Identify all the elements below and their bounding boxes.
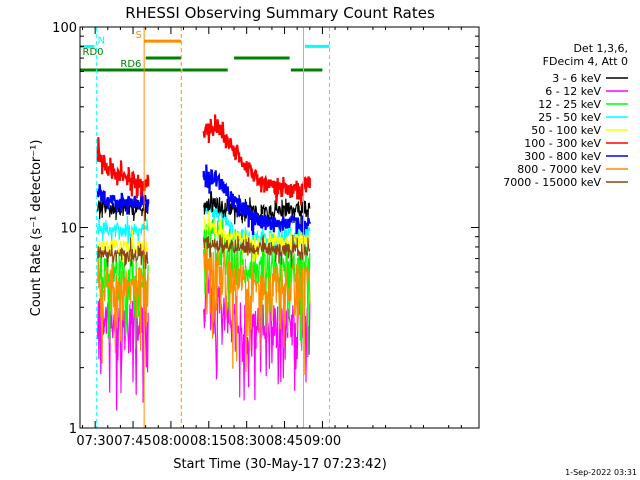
legend-label-5: 100 - 300 keV — [524, 137, 601, 150]
legend-header-line-2: FDecim 4, Att 0 — [543, 55, 628, 68]
legend-label-2: 12 - 25 keV — [538, 98, 601, 111]
x-tick-label-6: 09:00 — [304, 434, 341, 449]
series-line-8-seg2 — [203, 234, 311, 268]
series-line-5-seg1 — [96, 137, 150, 199]
y-axis-label: Count Rate (s⁻¹ detector⁻¹) — [29, 140, 44, 317]
state-bars-layer: N S RD0 RD6 — [80, 30, 330, 72]
series-line-6-seg2 — [202, 164, 311, 236]
x-axis-label: Start Time (30-May-17 07:23:42) — [173, 457, 387, 472]
x-tick-label-2: 08:00 — [152, 434, 189, 449]
series-line-3-seg1 — [97, 215, 149, 249]
series-line-1-seg2 — [203, 268, 311, 401]
series-line-0-seg2 — [203, 191, 311, 232]
legend-label-1: 6 - 12 keV — [545, 85, 601, 98]
state-bar-label-n: N — [98, 35, 105, 46]
x-tick-label-5: 08:45 — [266, 434, 303, 449]
series-line-5-seg2 — [202, 114, 311, 206]
legend-label-7: 800 - 7000 keV — [517, 163, 601, 176]
y-tick-label-0: 1 — [69, 422, 77, 437]
series-line-4-seg2 — [203, 211, 311, 263]
series-line-8-seg1 — [97, 237, 149, 270]
state-bar-label-s: S — [136, 30, 142, 41]
state-bar-label-rd0: RD0 — [83, 47, 104, 58]
x-tick-label-4: 08:30 — [228, 434, 265, 449]
legend-label-3: 25 - 50 keV — [538, 111, 601, 124]
legend-label-0: 3 - 6 keV — [552, 72, 601, 85]
legend-label-4: 50 - 100 keV — [531, 124, 601, 137]
x-tick-label-3: 08:15 — [190, 434, 227, 449]
series-line-7-seg1 — [97, 259, 149, 364]
x-axis: 07:30 07:45 08:00 08:15 08:30 08:45 09:00 — [76, 27, 462, 449]
y-tick-label-2: 100 — [52, 21, 77, 36]
legend-label-6: 300 - 800 keV — [524, 150, 601, 163]
legend-label-8: 7000 - 15000 keV — [503, 176, 601, 189]
chart-title: RHESSI Observing Summary Count Rates — [125, 4, 435, 22]
state-bar-label-rd6: RD6 — [120, 59, 141, 70]
y-axis: 1 10 100 — [52, 21, 479, 437]
footer-timestamp: 1-Sep-2022 03:31 — [565, 468, 637, 477]
series-layer — [96, 114, 311, 411]
y-tick-label-1: 10 — [60, 222, 77, 237]
series-line-6-seg1 — [96, 184, 150, 215]
legend-header-line-1: Det 1,3,6, — [573, 42, 628, 55]
x-tick-label-0: 07:30 — [76, 434, 113, 449]
series-line-7-seg2 — [203, 245, 311, 375]
vertical-lines-layer — [96, 27, 331, 428]
x-tick-label-1: 07:45 — [114, 434, 151, 449]
